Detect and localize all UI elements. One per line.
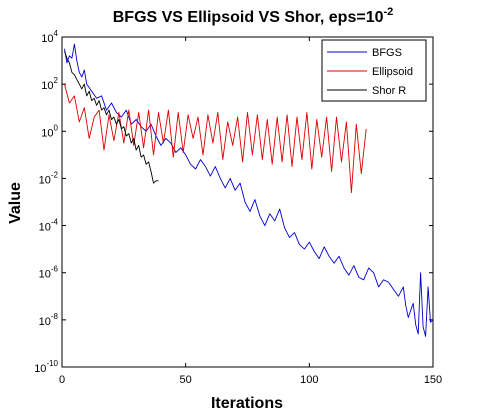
- x-tick-label: 0: [59, 374, 65, 386]
- series-line-shor-r: [64, 50, 159, 184]
- legend-label-shor: Shor R: [372, 85, 406, 97]
- series-line-ellipsoid: [64, 83, 367, 194]
- x-axis-label: Iterations: [211, 395, 283, 412]
- chart-title: BFGS VS Ellipsoid VS Shor, eps=10-2: [113, 6, 394, 26]
- y-tick-label: 10-8: [39, 312, 59, 328]
- y-axis-label: Value: [7, 182, 24, 224]
- x-tick-label: 50: [180, 374, 192, 386]
- legend-label-bfgs: BFGS: [372, 47, 402, 59]
- series-lines: [64, 43, 434, 337]
- legend: BFGS Ellipsoid Shor R: [321, 39, 427, 102]
- y-tick-label: 104: [41, 29, 58, 45]
- chart-title-exponent: -2: [383, 6, 393, 18]
- y-tick-label: 102: [41, 76, 58, 92]
- x-tick-label: 100: [300, 374, 318, 386]
- legend-label-ellipsoid: Ellipsoid: [372, 66, 413, 78]
- axis-ticks: 0 50 100 150 10-10 10-8 10-6 10-4 10-2 100 102 104: [34, 29, 442, 386]
- x-tick-label: 150: [424, 374, 442, 386]
- y-tick-label: 10-2: [39, 170, 59, 186]
- y-tick-label: 10-6: [39, 265, 59, 281]
- y-tick-label: 10-10: [34, 359, 58, 375]
- series-line-bfgs: [64, 43, 434, 337]
- y-tick-label: 10-4: [39, 218, 59, 234]
- y-tick-label: 100: [41, 123, 58, 139]
